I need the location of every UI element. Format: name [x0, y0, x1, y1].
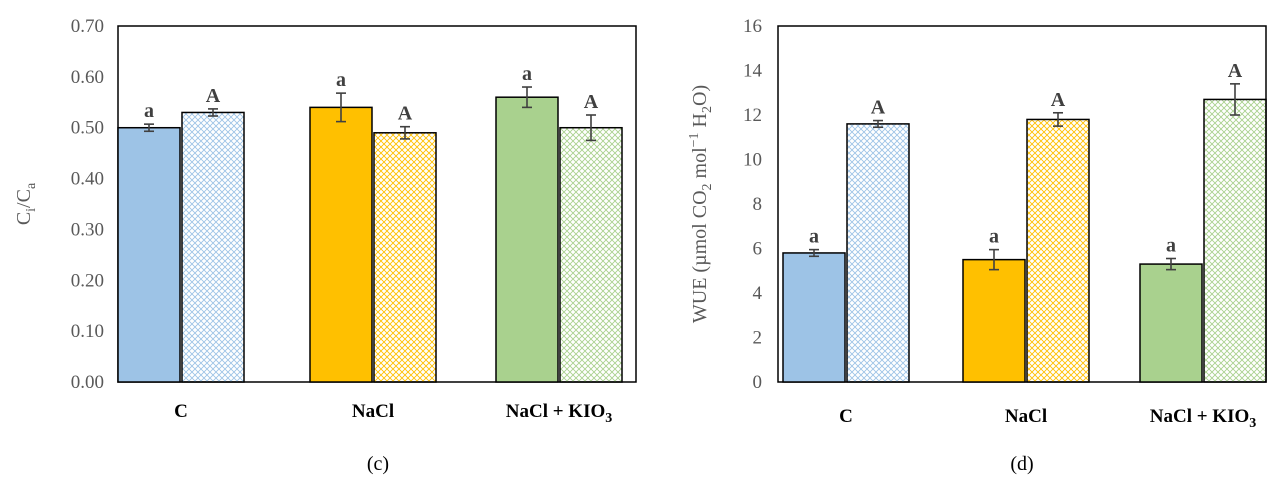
- y-tick-label: 0.00: [71, 372, 104, 393]
- marks-c: 0.00 0.10 0.20 0.30 0.40 0.50 0.60 0.70 a A Ca A NaC…: [71, 16, 623, 426]
- category-label: C: [839, 406, 853, 427]
- error-bar: [522, 86, 532, 109]
- bar-hatched-0: [181, 111, 245, 383]
- bar-solid-0: [782, 252, 846, 383]
- y-tick-label: 16: [743, 16, 762, 37]
- error-bar: [1053, 111, 1063, 127]
- bar-hatched-1: [373, 132, 437, 383]
- significance-letter: a: [989, 226, 999, 248]
- error-bar: [1166, 257, 1176, 271]
- category-label: NaCl + KIO3: [1150, 406, 1257, 431]
- bar-hatched-2: [559, 126, 623, 383]
- error-bar: [873, 119, 883, 129]
- y-axis-label-c: Ci/Ca: [13, 182, 39, 225]
- category-label: C: [174, 401, 188, 422]
- y-tick-label: 10: [743, 150, 762, 171]
- significance-letter: A: [206, 85, 221, 107]
- panel-label-d: (d): [1010, 453, 1033, 475]
- error-bar: [989, 248, 999, 271]
- y-tick-label: 0.70: [71, 16, 104, 37]
- bar-solid-2: [1139, 263, 1203, 383]
- error-bar: [586, 114, 596, 142]
- bar-solid-1: [962, 258, 1026, 383]
- y-tick-label: 8: [753, 194, 763, 215]
- error-bar: [144, 123, 154, 133]
- significance-letter: A: [398, 103, 413, 125]
- y-tick-label: 0: [753, 372, 763, 393]
- y-tick-label: 0.20: [71, 270, 104, 291]
- y-tick-label: 0.40: [71, 169, 104, 190]
- category-label: NaCl: [1005, 406, 1047, 427]
- chart-panel-d: WUE (µmol CO2 mol−1 H2O) (d): [687, 25, 1267, 475]
- y-tick-label: 12: [743, 105, 762, 126]
- significance-letter: a: [336, 69, 346, 91]
- significance-letter: A: [584, 91, 599, 113]
- y-tick-label: 0.60: [71, 67, 104, 88]
- category-label: NaCl: [352, 401, 394, 422]
- y-tick-label: 0.10: [71, 321, 104, 342]
- y-tick-label: 4: [753, 283, 763, 304]
- y-tick-label: 6: [753, 239, 763, 260]
- bar-solid-2: [495, 96, 559, 383]
- error-bar: [809, 248, 819, 258]
- marks-d: 0 2 4 6 8 10 12 14 16 a A Ca A NaCl a A NaCl + KIO3: [743, 16, 1267, 431]
- bar-solid-0: [117, 126, 181, 383]
- panel-label-c: (c): [367, 453, 389, 475]
- significance-letter: a: [522, 63, 532, 85]
- error-bar: [400, 125, 410, 140]
- significance-letter: a: [144, 100, 154, 122]
- significance-letter: A: [1051, 89, 1066, 111]
- y-tick-label: 2: [753, 328, 763, 349]
- error-bar: [1230, 83, 1240, 116]
- y-tick-label: 0.50: [71, 118, 104, 139]
- category-label: NaCl + KIO3: [506, 401, 613, 426]
- bar-solid-1: [309, 106, 373, 383]
- bar-hatched-0: [846, 123, 910, 383]
- bar-hatched-2: [1203, 98, 1267, 383]
- significance-letter: A: [1228, 60, 1243, 82]
- error-bar: [336, 92, 346, 123]
- significance-letter: a: [1166, 235, 1176, 257]
- y-tick-label: 0.30: [71, 219, 104, 240]
- error-bar: [208, 108, 218, 117]
- significance-letter: a: [809, 226, 819, 248]
- bar-hatched-1: [1026, 118, 1090, 383]
- y-axis-label-d: WUE (µmol CO2 mol−1 H2O): [687, 85, 715, 323]
- significance-letter: A: [871, 97, 886, 119]
- y-tick-label: 14: [743, 61, 763, 82]
